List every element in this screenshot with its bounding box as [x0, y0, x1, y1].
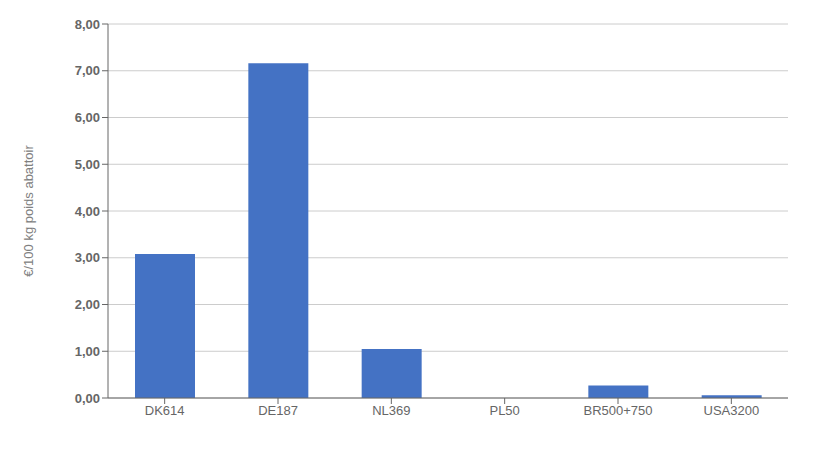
- svg-text:€/100 kg poids abattoir: €/100 kg poids abattoir: [21, 145, 36, 277]
- svg-text:USA3200: USA3200: [704, 403, 760, 418]
- svg-text:1,00: 1,00: [75, 344, 100, 359]
- svg-text:7,00: 7,00: [75, 63, 100, 78]
- svg-text:0,00: 0,00: [75, 391, 100, 406]
- svg-text:2,00: 2,00: [75, 297, 100, 312]
- svg-text:BR500+750: BR500+750: [583, 403, 652, 418]
- svg-text:6,00: 6,00: [75, 110, 100, 125]
- svg-text:4,00: 4,00: [75, 204, 100, 219]
- svg-text:NL369: NL369: [372, 403, 410, 418]
- svg-text:8,00: 8,00: [75, 17, 100, 32]
- svg-text:DE187: DE187: [258, 403, 298, 418]
- svg-text:3,00: 3,00: [75, 250, 100, 265]
- svg-text:5,00: 5,00: [75, 157, 100, 172]
- svg-text:PL50: PL50: [489, 403, 519, 418]
- svg-text:DK614: DK614: [145, 403, 185, 418]
